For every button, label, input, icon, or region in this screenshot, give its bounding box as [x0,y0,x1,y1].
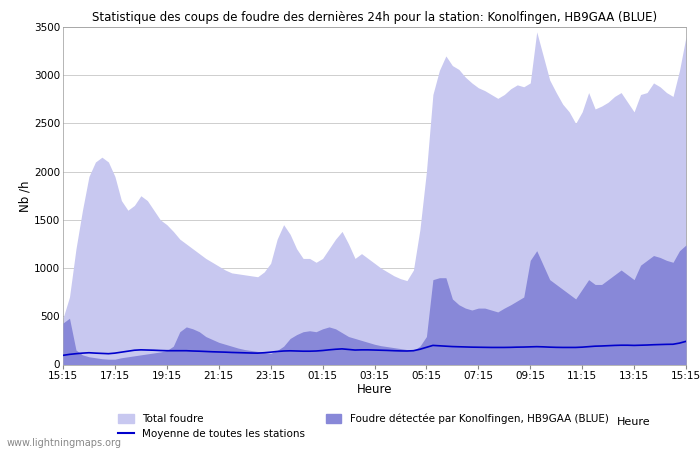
Title: Statistique des coups de foudre des dernières 24h pour la station: Konolfingen, : Statistique des coups de foudre des dern… [92,11,657,24]
X-axis label: Heure: Heure [357,383,392,396]
Y-axis label: Nb /h: Nb /h [18,180,32,211]
Legend: Total foudre, Moyenne de toutes les stations, Foudre détectée par Konolfingen, H: Total foudre, Moyenne de toutes les stat… [118,414,609,439]
Text: Heure: Heure [617,417,651,427]
Text: www.lightningmaps.org: www.lightningmaps.org [7,438,122,448]
